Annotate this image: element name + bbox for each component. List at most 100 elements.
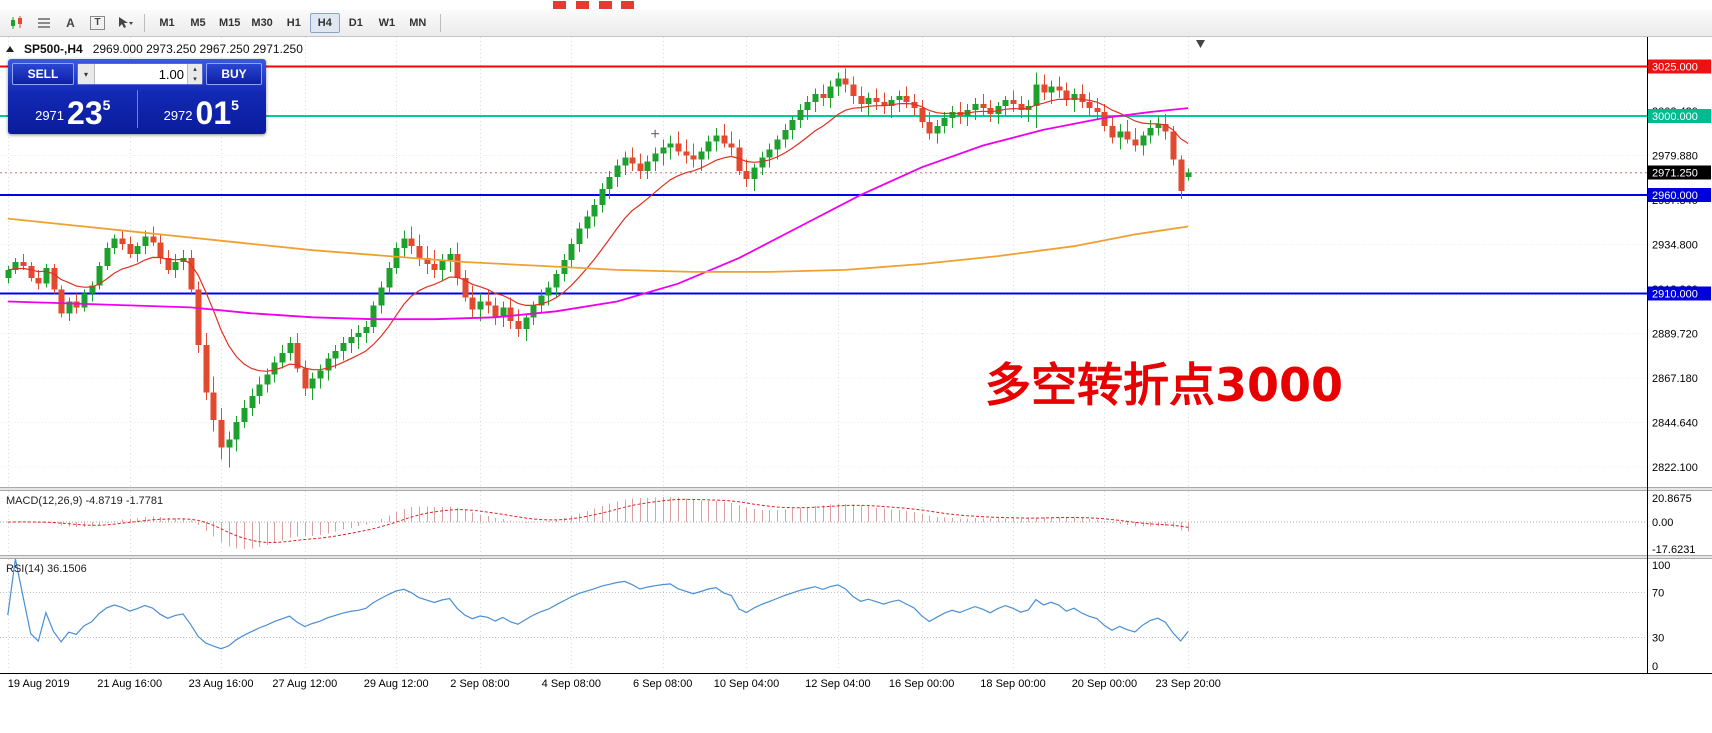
candle-body (949, 112, 956, 118)
candle-body (1147, 127, 1154, 136)
price-tag-2910.000-text: 2910.000 (1652, 289, 1698, 301)
date-axis-label: 29 Aug 12:00 (364, 678, 429, 690)
chart-header: SP500-,H4 2969.000 2973.250 2967.250 297… (6, 42, 303, 56)
candle-body (1170, 131, 1177, 160)
text-label-icon[interactable]: A (58, 12, 83, 34)
volume-input[interactable] (95, 64, 187, 84)
candle-body (462, 277, 469, 298)
candle-body (416, 246, 423, 259)
candle-body (378, 287, 385, 306)
menu-fragment-marker (576, 1, 589, 9)
candle-body (279, 352, 286, 363)
candle-body (287, 342, 294, 353)
candle-body (104, 248, 111, 266)
candle-body (5, 269, 12, 278)
text-box-icon[interactable]: T (85, 12, 110, 34)
candle-body (1071, 94, 1078, 101)
candle-body (332, 350, 339, 359)
buy-button[interactable]: BUY (206, 63, 262, 85)
rsi-axis-top: 100 (1652, 560, 1670, 572)
price-tag-3000.000 (1648, 108, 1711, 123)
candle-body (713, 135, 720, 142)
volume-up-button[interactable]: ▴ (188, 64, 202, 74)
price-scale-label: 2979.880 (1652, 151, 1698, 163)
volume-dropdown-button[interactable]: ▾ (78, 64, 95, 84)
price-tag-2910.000 (1648, 286, 1711, 301)
candle-body (58, 289, 65, 314)
candle-body (165, 258, 172, 270)
candle-body (386, 267, 393, 288)
panel-splitter[interactable] (0, 555, 1712, 559)
candle-body (896, 96, 903, 101)
candle-body (294, 342, 301, 369)
candle-body (20, 262, 27, 266)
timeframe-button-d1[interactable]: D1 (348, 17, 363, 29)
candle-body (210, 392, 217, 420)
candle-body (370, 305, 377, 328)
candle-body (157, 242, 164, 259)
timeframe-button-m30[interactable]: M30 (251, 17, 273, 29)
candle-body (302, 368, 309, 389)
candle-body (812, 94, 819, 103)
candle-body (782, 129, 789, 140)
panel-splitter[interactable] (0, 487, 1712, 491)
price-tag-3025.000-text: 3025.000 (1652, 62, 1698, 74)
price-scale-label: 2889.720 (1652, 329, 1698, 341)
ask-price[interactable]: 2972 01 5 (141, 88, 263, 130)
timeframe-button-mn[interactable]: MN (409, 17, 427, 29)
candle-body (1048, 86, 1055, 93)
bid-price[interactable]: 2971 23 5 (12, 88, 134, 130)
candle-body (766, 149, 773, 158)
candle-body (637, 163, 644, 172)
cursor-tools-dropdown[interactable] (112, 12, 137, 34)
rsi-label: RSI(14) 36.1506 (6, 563, 87, 575)
candle-body (850, 84, 857, 97)
candle-body (325, 358, 332, 371)
candle-body (401, 238, 408, 249)
ma-slow-line (7, 217, 1189, 273)
candle-body (934, 125, 941, 134)
candle-body (629, 157, 636, 164)
candle-body (172, 262, 179, 270)
letter-t-glyph: T (90, 16, 105, 30)
candle-body (728, 143, 735, 148)
date-axis-label: 21 Aug 16:00 (97, 678, 162, 690)
candle-body (1041, 84, 1048, 93)
sell-button[interactable]: SELL (12, 63, 74, 85)
indicator-list-icon[interactable] (31, 12, 56, 34)
timeframe-button-m15[interactable]: M15 (219, 17, 241, 29)
timeframe-button-m1[interactable]: M1 (159, 17, 175, 29)
candle-body (759, 157, 766, 168)
candlestick-chart-icon[interactable] (4, 12, 29, 34)
timeframe-button-m5[interactable]: M5 (190, 17, 206, 29)
letter-a-glyph: A (66, 16, 75, 30)
one-click-trading-panel: SELL ▾ ▴ ▾ BUY 2971 23 5 (8, 59, 266, 134)
macd-histogram (14, 497, 1190, 549)
bid-ask-row: 2971 23 5 2972 01 5 (12, 88, 262, 130)
price-divider (136, 90, 138, 128)
candle-body (485, 301, 492, 306)
price-chart[interactable]: 2822.1002844.6402867.1802889.7202912.260… (0, 37, 1712, 733)
candle-body (1132, 139, 1139, 146)
chart-shift-marker[interactable] (1196, 40, 1205, 48)
candle-body (340, 342, 347, 351)
candle-body (1033, 84, 1040, 107)
ma-fast-line (7, 98, 1189, 372)
date-axis-label: 10 Sep 04:00 (714, 678, 779, 690)
chart-window: 2822.1002844.6402867.1802889.7202912.260… (0, 37, 1712, 733)
volume-down-button[interactable]: ▾ (188, 74, 202, 84)
candle-body (1018, 104, 1025, 111)
ma-mid-line (7, 107, 1189, 321)
candle-body (454, 254, 461, 278)
one-click-collapse-button[interactable] (6, 46, 14, 52)
candle-body (926, 121, 933, 134)
candle-body (218, 419, 225, 448)
trade-controls-row: SELL ▾ ▴ ▾ BUY (12, 63, 262, 85)
bid-price-pip: 5 (102, 97, 111, 113)
timeframe-button-w1[interactable]: W1 (378, 17, 396, 29)
timeframe-button-h4[interactable]: H4 (309, 13, 340, 33)
candle-body (43, 267, 50, 284)
timeframe-button-h1[interactable]: H1 (286, 17, 301, 29)
rsi-line (7, 558, 1189, 650)
ask-price-small: 2972 (163, 108, 193, 123)
